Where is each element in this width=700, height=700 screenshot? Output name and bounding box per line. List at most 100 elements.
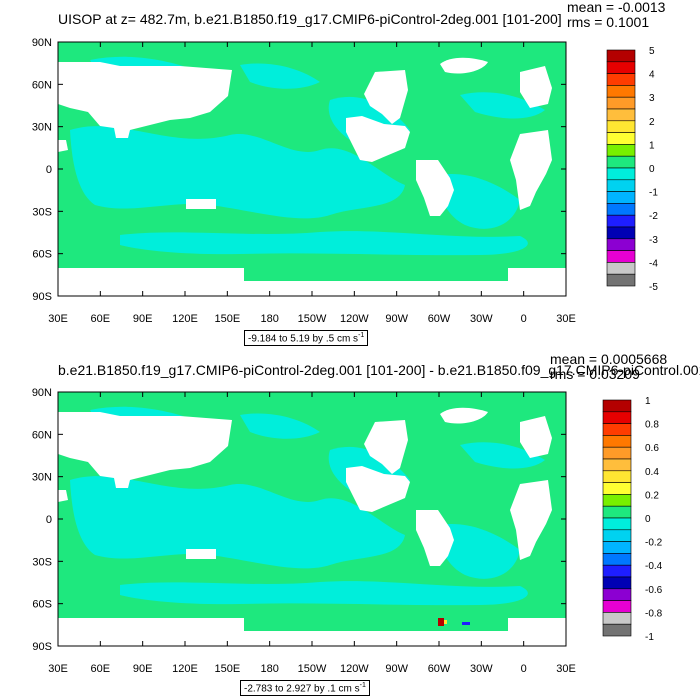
y-tick-label-top: 60N (32, 79, 52, 91)
colorbar-label-top: 0 (649, 164, 655, 175)
colorbar-label-bottom: -0.2 (645, 538, 663, 549)
x-tick-label-bottom: 120E (172, 663, 198, 675)
colorbar-label-bottom: -1 (645, 632, 654, 643)
colorbar-label-top: 2 (649, 117, 655, 128)
x-tick-label-bottom: 150E (214, 663, 240, 675)
colorbar-swatch-bottom (602, 553, 632, 566)
stats-top: mean = -0.0013 rms = 0.1001 (567, 0, 665, 30)
y-tick-label-bottom: 60S (32, 599, 52, 611)
colorbar-swatch-bottom (602, 600, 632, 613)
colorbar-swatch-bottom (602, 623, 632, 637)
y-tick-label-top: 90S (32, 291, 52, 303)
x-tick-label-top: 150E (214, 313, 240, 325)
colorbar-label-bottom: 0.2 (645, 490, 659, 501)
x-tick-label-top: 0 (521, 313, 527, 325)
x-tick-label-bottom: 30W (470, 663, 493, 675)
colorbar-swatch-bottom (602, 399, 632, 413)
colorbar-label-bottom: 0 (645, 514, 651, 525)
x-tick-label-top: 60W (428, 313, 451, 325)
x-tick-label-top: 60E (91, 313, 111, 325)
x-tick-label-top: 120E (172, 313, 198, 325)
y-tick-label-bottom: 60N (32, 429, 52, 441)
range-exp-top: -1 (358, 332, 365, 339)
colorbar-swatch-top (606, 273, 636, 287)
y-tick-label-top: 60S (32, 249, 52, 261)
y-tick-label-top: 30N (32, 122, 52, 134)
rms-label-bottom: rms = 0.03209 (550, 366, 640, 382)
colorbar-label-top: 1 (649, 140, 655, 151)
colorbar-swatch-bottom (602, 576, 632, 590)
colorbar-swatch-bottom (602, 482, 632, 495)
mean-label-bottom: mean = 0.0005668 (550, 351, 668, 367)
range-exp-bottom: -1 (359, 682, 366, 689)
axes-bottom: 90N 60N 30N 0 30S 60S 90S 30E 60E 90E 120E 150E 180 1… (32, 387, 576, 675)
colorbar-label-top: -2 (649, 211, 658, 222)
colorbar-swatch-bottom (602, 541, 632, 554)
colorbar-swatch-bottom (602, 470, 632, 483)
colorbar-swatch-bottom (602, 505, 632, 519)
x-tick-label-top: 120W (340, 313, 369, 325)
mean-label-top: mean = -0.0013 (567, 0, 666, 15)
y-tick-label-bottom: 0 (46, 514, 52, 526)
x-tick-label-top: 30W (470, 313, 493, 325)
colorbar-swatch-bottom (602, 494, 632, 507)
land-mask-bottom (58, 407, 566, 646)
colorbar-label-bottom: 1 (645, 396, 651, 407)
y-tick-label-bottom: 90N (32, 387, 52, 399)
y-tick-label-top: 0 (46, 164, 52, 176)
colorbar-swatch-bottom (602, 446, 632, 460)
plot-title-bottom: b.e21.B1850.f19_g17.CMIP6-piControl-2deg… (58, 362, 700, 378)
colorbar-label-bottom: -0.8 (645, 608, 663, 619)
colorbar-label-bottom: -0.6 (645, 585, 663, 596)
range-text-top: -9.184 to 5.19 by .5 cm s (248, 333, 359, 345)
x-tick-label-bottom: 90W (385, 663, 408, 675)
colorbar-swatch-bottom (602, 458, 632, 472)
y-tick-label-bottom: 30S (32, 556, 52, 568)
x-tick-label-top: 90E (133, 313, 153, 325)
colorbar-swatch-bottom (602, 411, 632, 424)
x-tick-label-bottom: 180 (260, 663, 278, 675)
colorbar-swatch-bottom (602, 612, 632, 625)
axes-top: 90N 60N 30N 0 30S 60S 90S 30E 60E 90E 120E 150E 180 1… (32, 37, 576, 325)
anomaly-spots-bottom (438, 618, 470, 626)
colorbar-swatch-bottom (602, 588, 632, 601)
x-tick-label-top: 90W (385, 313, 408, 325)
x-tick-label-bottom: 60E (91, 663, 111, 675)
x-tick-label-bottom: 60W (428, 663, 451, 675)
x-tick-label-bottom: 0 (521, 663, 527, 675)
x-tick-label-bottom: 90E (133, 663, 153, 675)
colorbar-label-bottom: 0.8 (645, 420, 659, 431)
y-tick-label-top: 90N (32, 37, 52, 49)
y-tick-label-top: 30S (32, 206, 52, 218)
colorbar-label-top: -3 (649, 235, 658, 246)
colorbar-label-top: 3 (649, 93, 655, 104)
rms-label-top: rms = 0.1001 (567, 14, 650, 30)
colorbar-top: 5 4 3 2 1 0 -1 -2 -3 -4 -5 (606, 46, 658, 293)
colorbar-label-top: -5 (649, 282, 658, 293)
colorbar-swatch-bottom (602, 564, 632, 578)
range-label-top: -9.184 to 5.19 by .5 cm s-1 (244, 330, 369, 347)
colorbar-swatch-bottom (602, 435, 632, 448)
plot-title-top: UISOP at z= 482.7m, b.e21.B1850.f19_g17.… (58, 11, 562, 27)
land-mask-top (58, 57, 566, 296)
colorbar-swatch-bottom (602, 529, 632, 542)
colorbar-bottom: 1 0.8 0.6 0.4 0.2 0 -0.2 -0.4 -0.6 -0.8 -1 (602, 396, 663, 643)
colorbar-label-top: -1 (649, 188, 658, 199)
colorbar-swatch-bottom (602, 517, 632, 531)
x-tick-label-top: 30E (556, 313, 576, 325)
colorbar-label-top: -4 (649, 258, 658, 269)
x-tick-label-bottom: 120W (340, 663, 369, 675)
x-tick-label-bottom: 30E (556, 663, 576, 675)
colorbar-label-bottom: -0.4 (645, 561, 663, 572)
x-tick-label-bottom: 150W (298, 663, 327, 675)
stats-bottom: mean = 0.0005668 rms = 0.03209 (550, 352, 667, 382)
x-tick-label-top: 180 (260, 313, 278, 325)
colorbar-label-bottom: 0.4 (645, 467, 659, 478)
y-tick-label-bottom: 30N (32, 472, 52, 484)
range-label-bottom: -2.783 to 2.927 by .1 cm s-1 (240, 680, 370, 697)
colorbar-label-top: 4 (649, 70, 655, 81)
x-tick-label-top: 30E (48, 313, 68, 325)
colorbar-label-bottom: 0.6 (645, 443, 659, 454)
